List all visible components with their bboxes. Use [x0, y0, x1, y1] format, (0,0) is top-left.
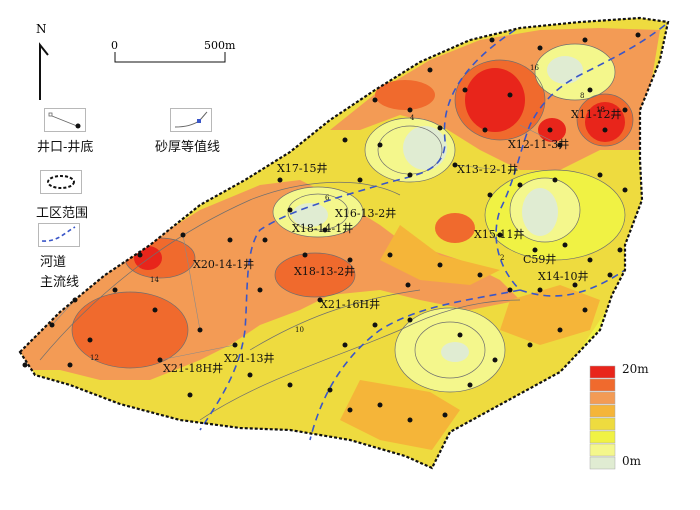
work-area-boundary: [18, 16, 670, 470]
svg-text:14: 14: [150, 276, 159, 284]
svg-text:8: 8: [580, 92, 584, 100]
svg-text:12: 12: [90, 354, 99, 362]
colorbar-swatch: [589, 443, 616, 457]
well-label: X18-14-1井: [292, 221, 353, 235]
svg-text:4: 4: [410, 114, 415, 122]
legend-isopach-label: 砂厚等值线: [155, 140, 221, 155]
svg-text:6: 6: [325, 194, 330, 202]
well-name-labels: X17-15井 X16-13-2井 X18-14-1井 X20-14-1井 X1…: [163, 107, 622, 375]
svg-text:10: 10: [295, 326, 304, 334]
well-label: X21-16H井: [320, 297, 380, 311]
well-path-icon: [44, 108, 86, 132]
colorbar-max-label: 20m: [622, 362, 649, 376]
well-label: X13-12-1井: [457, 162, 518, 176]
well-dots: [22, 32, 641, 423]
well-label: X14-10井: [538, 269, 589, 283]
scale-start-label: 0: [111, 39, 118, 52]
scale-bar: [114, 52, 226, 63]
work-area-boundary-icon: [40, 170, 82, 194]
svg-text:2: 2: [500, 254, 504, 262]
colorbar-swatch: [589, 365, 616, 379]
colorbar-min-label: 0m: [622, 454, 642, 468]
isopach-line-icon: [170, 108, 212, 132]
contour-value-labels: 12 14 10 8 4 6 2 16 18: [90, 64, 605, 362]
legend-work-area-label: 工区范围: [36, 206, 89, 221]
well-label: X21-13井: [224, 351, 275, 365]
north-label: N: [36, 22, 47, 36]
well-label: C59井: [523, 252, 556, 266]
colorbar-swatch: [589, 378, 616, 392]
well-label: X11-12井: [571, 107, 622, 121]
scale-end-label: 500m: [204, 39, 236, 52]
svg-text:16: 16: [530, 64, 539, 72]
well-label: X15-11井: [474, 227, 525, 241]
well-label: X17-15井: [277, 161, 328, 175]
legend-well-path-label: 井口-井底: [37, 140, 94, 155]
colorbar: [589, 365, 616, 470]
north-arrow: [39, 42, 49, 100]
channel-line-icon: [38, 223, 80, 247]
colorbar-swatch: [589, 391, 616, 405]
legend-channel-label: 河道 主流线: [40, 255, 80, 290]
colorbar-swatch: [589, 417, 616, 431]
colorbar-swatch: [589, 430, 616, 444]
colorbar-swatch: [589, 456, 616, 470]
isopach-contours: [39, 43, 634, 421]
well-label: X21-18H井: [163, 361, 223, 375]
well-label: X20-14-1井: [193, 257, 254, 271]
channel-main-lines: [199, 24, 666, 441]
svg-text:18: 18: [596, 106, 605, 114]
well-label: X18-13-2井: [294, 264, 355, 278]
well-label: X16-13-2井: [335, 206, 396, 220]
well-label: X12-11-3井: [508, 137, 569, 151]
colorbar-swatch: [589, 404, 616, 418]
